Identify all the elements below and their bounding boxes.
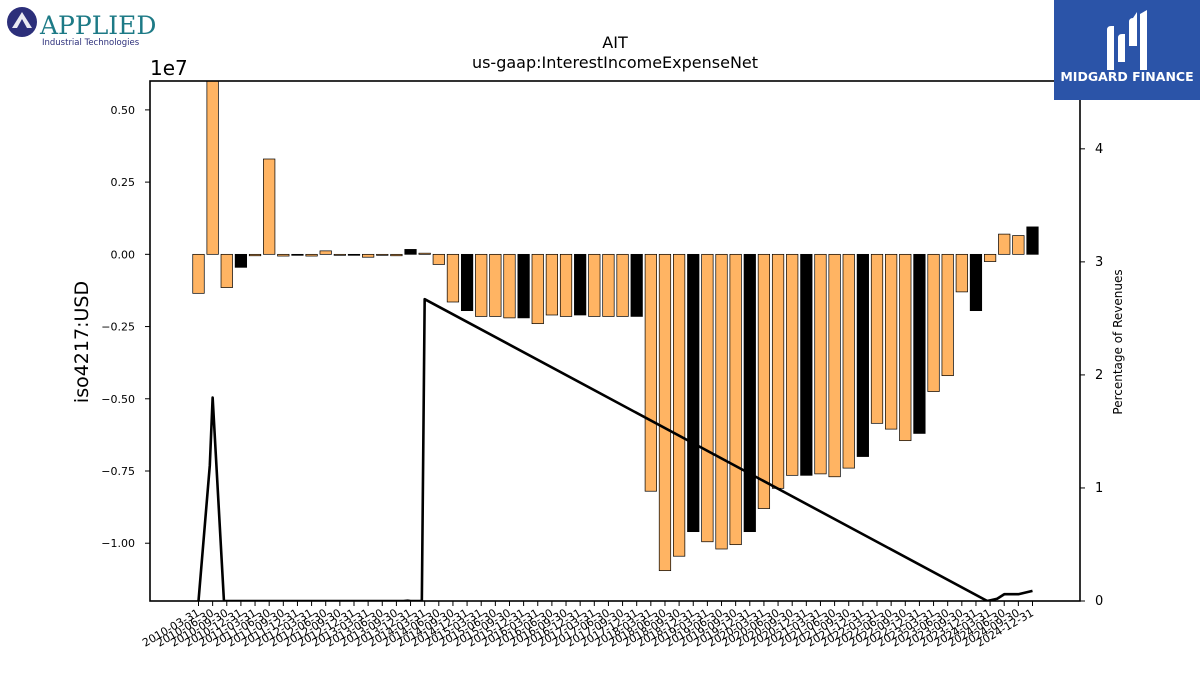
applied-logo-tagline: Industrial Technologies [42,38,140,48]
bar [729,253,742,546]
bar [376,253,389,256]
bar [418,252,431,255]
midgard-finance-logo: MIDGARD FINANCE [1054,0,1200,100]
bar [800,253,813,476]
bar [602,253,615,317]
bar [913,253,926,434]
bar [432,253,445,265]
y-tick-label: −0.50 [101,393,135,406]
bar [559,253,573,317]
y-multiplier-label: 1e7 [150,56,188,80]
bar [941,253,954,377]
bar [545,253,558,316]
bar [192,253,205,294]
bar [630,253,643,317]
bar [220,253,233,288]
y-tick-label: −1.00 [101,537,135,550]
bar [673,253,686,557]
bar [701,253,714,543]
y-tick-label: −0.75 [101,465,135,478]
bar [786,253,799,476]
bar [842,253,855,469]
y-tick-label: 0.50 [111,104,136,117]
bar [616,253,629,317]
y-tick-label: −0.25 [101,321,135,334]
bar [277,253,290,257]
percentage-of-revenues-line [197,297,1033,601]
applied-logo: APPLIED Industrial Technologies [7,7,156,48]
bar [955,253,968,293]
midgard-logo-mark-icon [1107,10,1147,70]
bar [305,253,318,257]
y2-tick-label: 0 [1095,594,1103,609]
bar [446,253,460,303]
bar [927,253,940,392]
bar [333,253,346,256]
bar [347,253,361,256]
bar [870,253,884,424]
bar [969,253,983,312]
y2-tick-label: 1 [1095,481,1103,496]
y2-tick-label: 2 [1095,368,1103,383]
y2-tick-label: 3 [1095,255,1103,270]
chart-title: AIT [602,33,628,52]
bar [362,253,375,258]
y2-tick-label: 4 [1095,142,1103,157]
midgard-logo-name: MIDGARD FINANCE [1060,69,1193,84]
bar [899,253,912,442]
bar-group [192,81,1039,572]
axes-group: −1.00 −0.75 −0.50 −0.25 0.00 0.25 0.50 0 1 2 3 4 [101,80,1103,609]
applied-logo-name: APPLIED [39,11,156,40]
bar [234,253,248,268]
line-series-group [197,297,1033,601]
bar [814,253,827,475]
y2-axis-label: Percentage of Revenues [1111,269,1125,414]
bar [828,253,841,478]
bar [531,253,544,325]
bar [263,158,276,255]
bar [1012,235,1025,255]
bar [1026,226,1039,255]
plot-frame [149,80,1081,602]
bar [658,253,672,572]
bar [460,253,474,312]
bar [983,253,997,262]
bar [687,253,700,533]
bar [574,253,587,316]
bar [743,253,756,533]
y-tick-label: 0.25 [111,176,136,189]
bar [517,253,530,319]
bar [856,253,869,457]
bar [248,253,262,257]
bar [588,253,601,317]
bar [998,233,1011,255]
bar [715,253,728,550]
bar [885,253,898,430]
bar [475,253,488,317]
bar [771,253,785,489]
bar [757,253,771,509]
applied-logo-mark-inner-icon [17,19,27,28]
chart-subtitle: us-gaap:InterestIncomeExpenseNet [472,53,758,72]
bar [404,249,417,255]
bar [489,253,502,317]
bar [319,250,332,255]
bar [644,253,657,492]
bar [390,253,403,257]
bar [503,253,516,319]
x-tick-group: 2010-03-312010-06-302010-09-302010-12-31… [140,601,1036,650]
bar [291,253,304,256]
bar [206,81,219,255]
y-axis-label: iso4217:USD [71,281,93,403]
y-tick-label: 0.00 [111,248,136,261]
